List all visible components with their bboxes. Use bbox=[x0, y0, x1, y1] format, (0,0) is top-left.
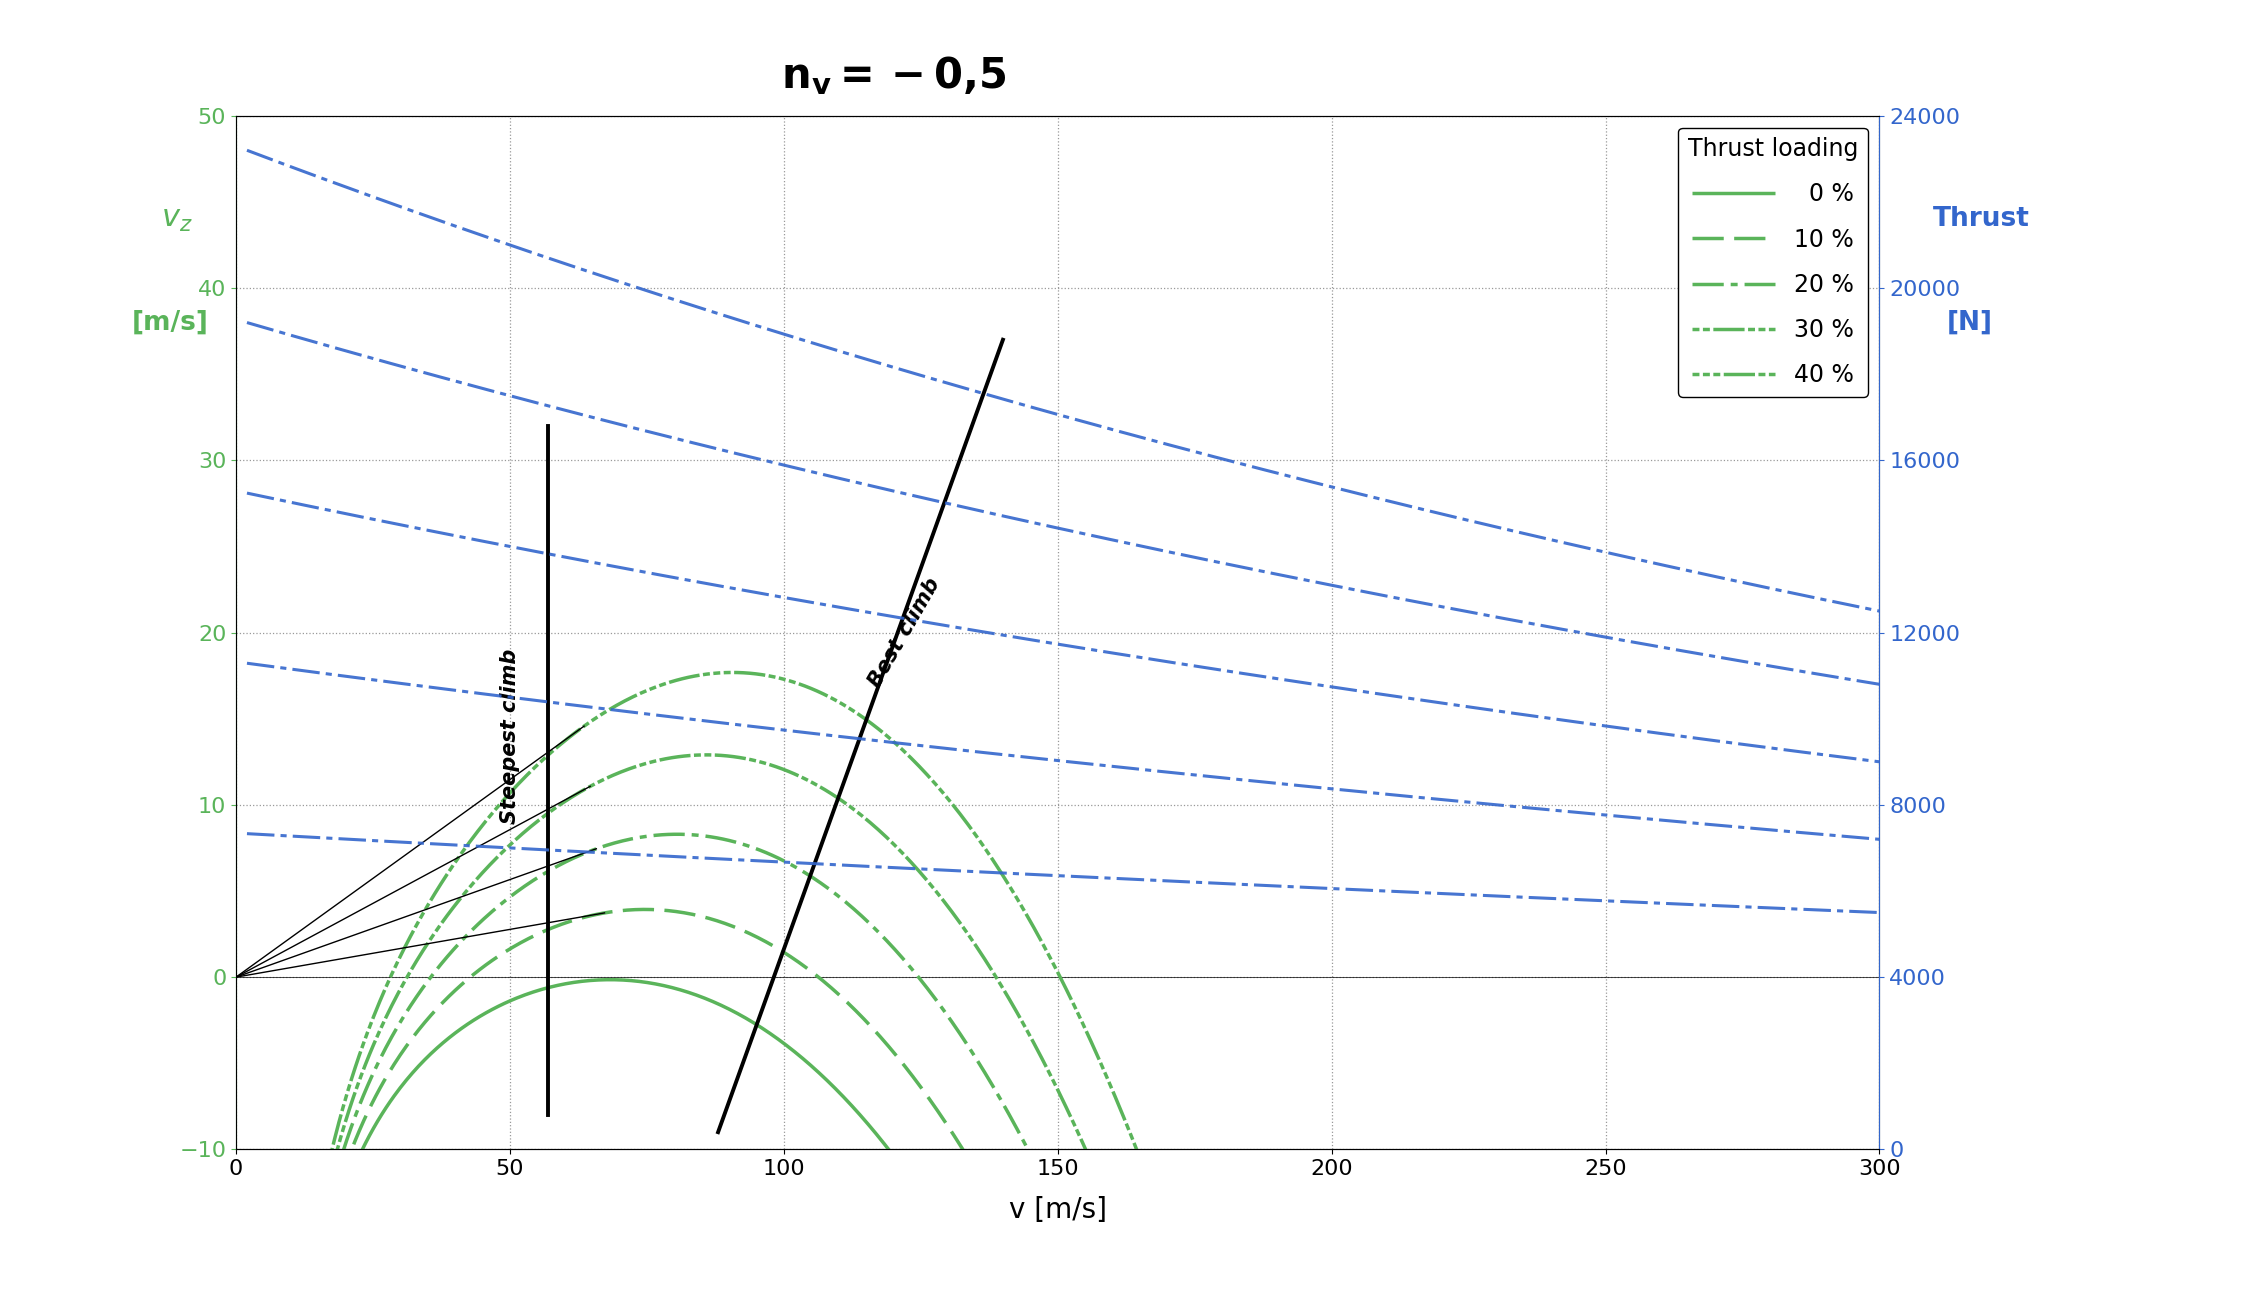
40 % bbox=[334, 1086, 361, 1102]
Line: 20 %: 20 % bbox=[248, 835, 1880, 1304]
Legend:   0 %, 10 %, 20 %, 30 %, 40 %: 0 %, 10 %, 20 %, 30 %, 40 % bbox=[1679, 128, 1869, 396]
Line: 30 %: 30 % bbox=[248, 755, 1880, 1304]
40 % bbox=[719, 665, 746, 681]
30 % bbox=[694, 747, 721, 763]
Text: [m/s]: [m/s] bbox=[131, 309, 210, 335]
  0 % bbox=[334, 1176, 361, 1192]
30 % bbox=[334, 1108, 361, 1124]
Text: Best climb: Best climb bbox=[866, 574, 944, 691]
Text: $v_z$: $v_z$ bbox=[160, 205, 192, 233]
Title: $\mathbf{n_v = -0{,}5}$: $\mathbf{n_v = -0{,}5}$ bbox=[780, 55, 1005, 96]
X-axis label: v [m/s]: v [m/s] bbox=[1010, 1196, 1107, 1223]
Line: 40 %: 40 % bbox=[248, 673, 1880, 1304]
Text: [N]: [N] bbox=[1947, 309, 1993, 335]
Text: Steepest climb: Steepest climb bbox=[500, 648, 521, 824]
Text: Thrust: Thrust bbox=[1934, 206, 2029, 232]
  0 % bbox=[597, 971, 624, 987]
Line:   0 %: 0 % bbox=[248, 979, 1880, 1304]
20 % bbox=[334, 1132, 361, 1148]
10 % bbox=[631, 901, 658, 917]
10 % bbox=[334, 1154, 361, 1170]
20 % bbox=[663, 827, 690, 842]
Line: 10 %: 10 % bbox=[248, 909, 1880, 1304]
